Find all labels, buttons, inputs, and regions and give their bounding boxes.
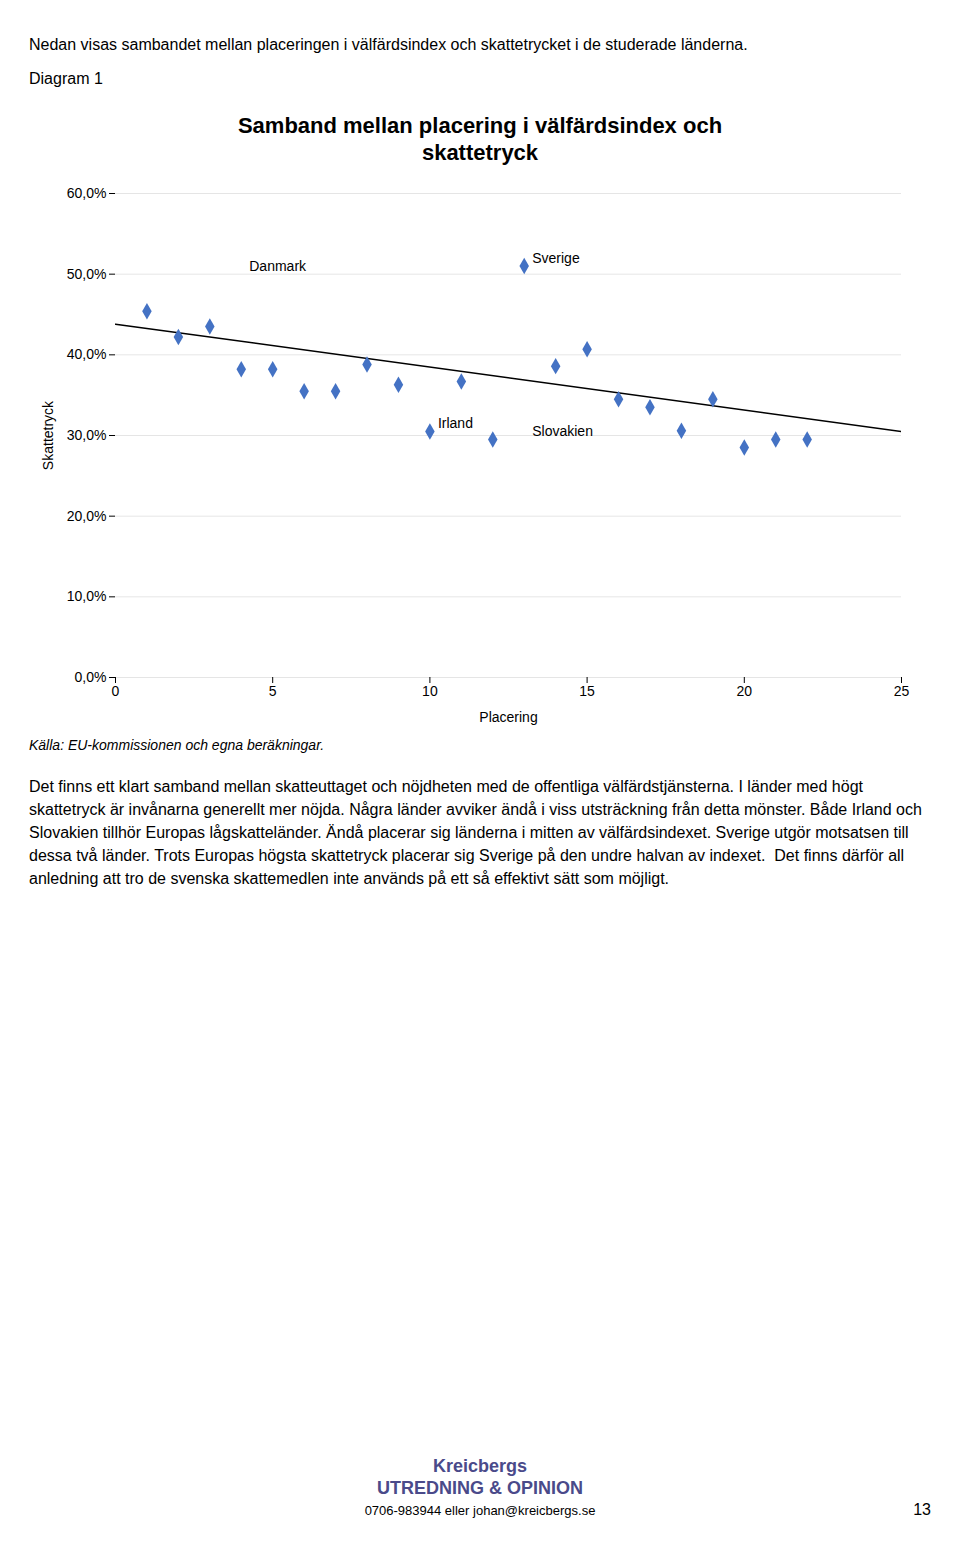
svg-text:10: 10 (422, 683, 438, 699)
html-text:Diagram 1: Diagram 1 (29, 69, 103, 87)
html-text:Det finns ett klart samband me: Det finns ett klart samband mellan skatt… (29, 777, 922, 888)
svg-text:25: 25 (894, 683, 910, 699)
svg-text:Irland: Irland (438, 415, 473, 431)
svg-text:20,0%: 20,0% (67, 507, 107, 523)
svg-text:60,0%: 60,0% (67, 185, 107, 201)
svg-text:Slovakien: Slovakien (532, 423, 593, 439)
svg-text:0: 0 (112, 683, 120, 699)
html-text:Samband mellan placering i väl: Samband mellan placering i välfärdsindex… (237, 112, 723, 166)
svg-text:20: 20 (737, 683, 753, 699)
html-text:Nedan visas sambandet mellan p: Nedan visas sambandet mellan placeringen… (29, 36, 748, 53)
svg-text:Placering: Placering (479, 708, 537, 724)
svg-text:Skattetryck: Skattetryck (40, 399, 56, 469)
svg-text:10,0%: 10,0% (67, 588, 107, 604)
html-text:Kreicbergs UTREDNING & OPINION: Kreicbergs UTREDNING & OPINION (377, 1456, 583, 1498)
svg-text:50,0%: 50,0% (67, 265, 107, 281)
html-text:Källa: EU-kommissionen och egn: Källa: EU-kommissionen och egna beräknin… (29, 736, 325, 753)
svg-text:0,0%: 0,0% (75, 669, 107, 685)
svg-text:5: 5 (269, 683, 277, 699)
html-text:0706-983944 eller johan@kreicb: 0706-983944 eller johan@kreicbergs.se (364, 1503, 596, 1519)
svg-text:15: 15 (579, 683, 595, 699)
svg-text:Sverige: Sverige (532, 249, 580, 265)
svg-text:Danmark: Danmark (249, 258, 307, 274)
svg-text:40,0%: 40,0% (67, 346, 107, 362)
svg-text:30,0%: 30,0% (67, 427, 107, 443)
html-text:13: 13 (913, 1501, 931, 1518)
